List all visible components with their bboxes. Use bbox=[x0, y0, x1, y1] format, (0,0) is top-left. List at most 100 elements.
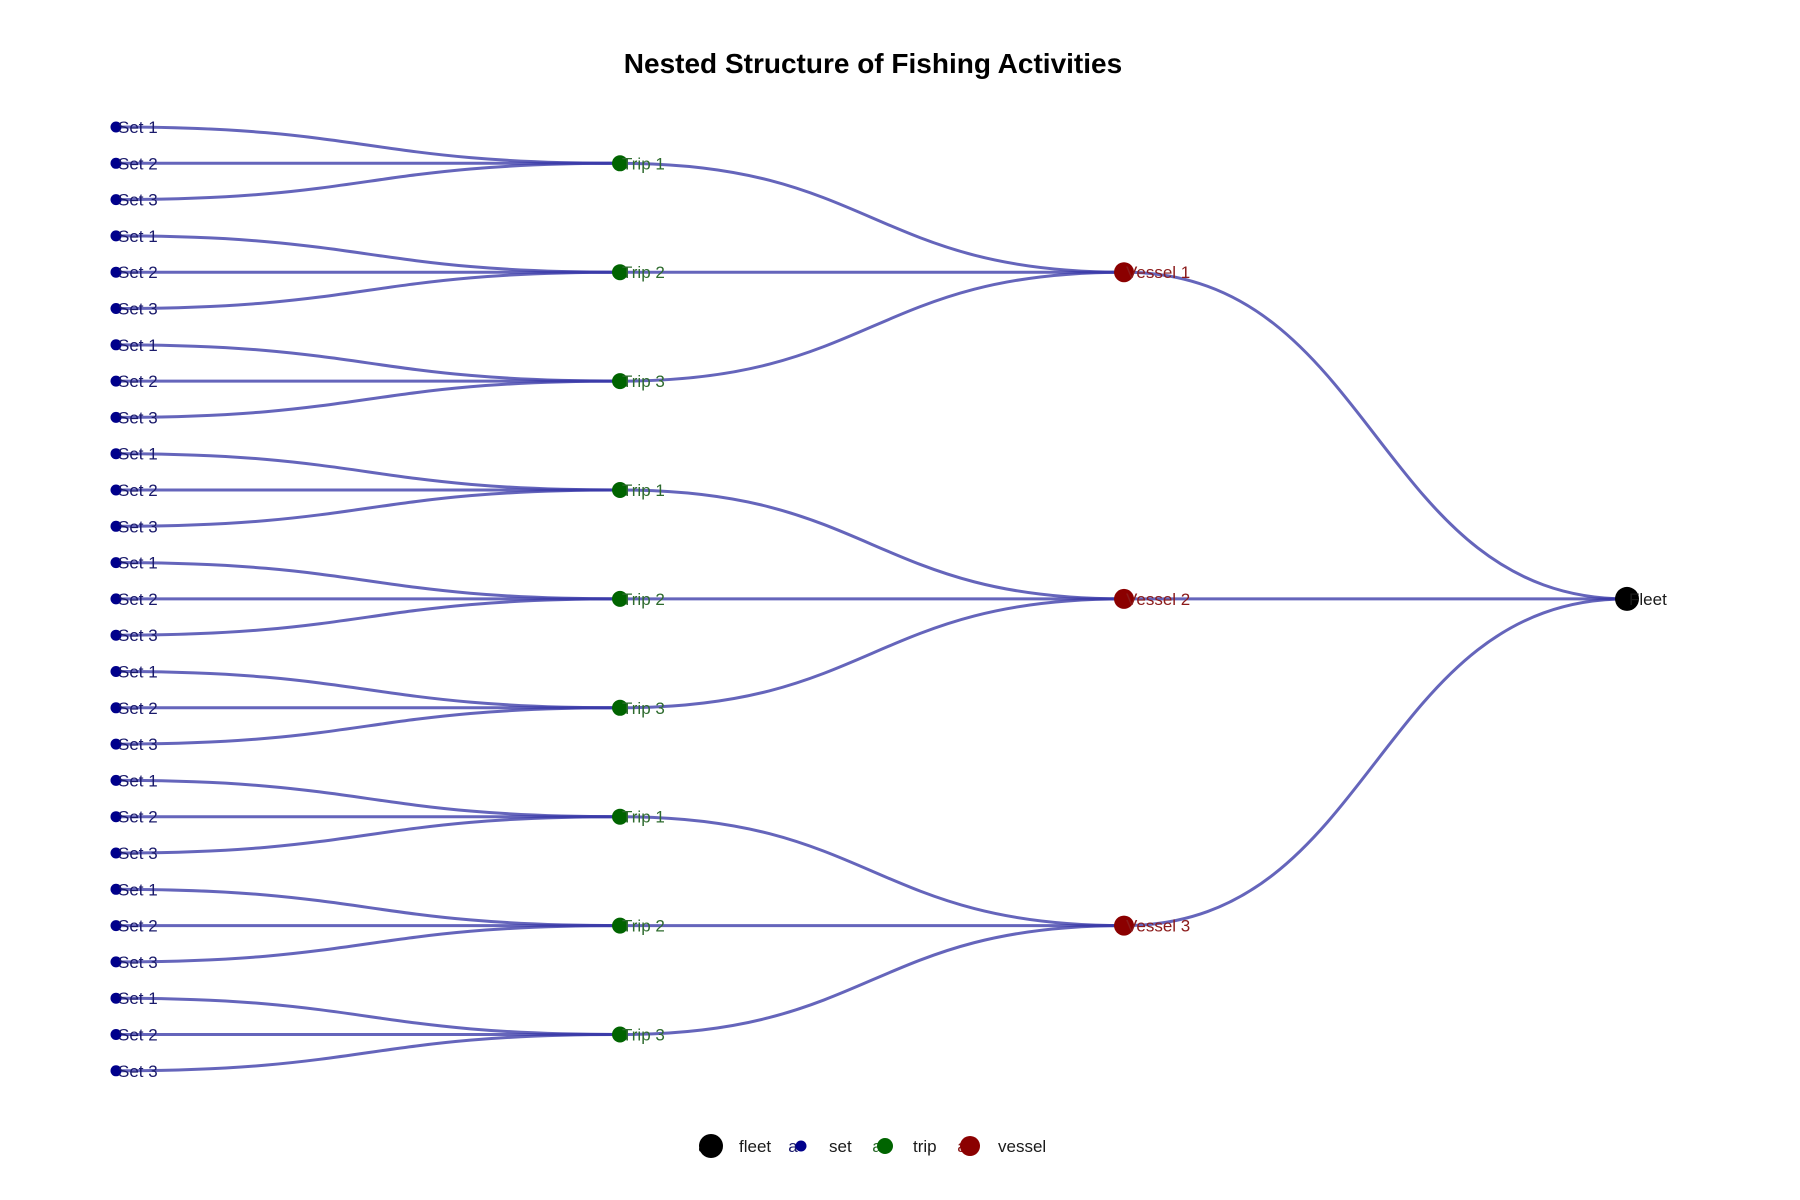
set-marker bbox=[110, 666, 122, 677]
edge-vessel-to-trip bbox=[619, 924, 1125, 1036]
set-marker bbox=[110, 956, 122, 968]
set-label: Set 2 bbox=[118, 808, 158, 827]
set-node: Set 2 bbox=[110, 1026, 158, 1045]
edge-fleet-to-vessel bbox=[1123, 597, 1628, 928]
legend-item-fleet: afleet bbox=[698, 1134, 771, 1158]
vessel-marker bbox=[1114, 915, 1134, 936]
edge-trip-to-set bbox=[115, 706, 621, 746]
set-label: Set 1 bbox=[118, 771, 158, 790]
trip-marker bbox=[612, 808, 628, 825]
legend-item-set: a set bbox=[788, 1137, 852, 1156]
set-node: Set 3 bbox=[110, 844, 158, 863]
set-label: Set 3 bbox=[118, 626, 158, 645]
vessel-marker bbox=[1114, 262, 1134, 283]
set-node: Set 3 bbox=[110, 1062, 158, 1081]
set-label: Set 1 bbox=[118, 118, 158, 137]
legend-item-trip: a trip bbox=[872, 1137, 936, 1156]
set-marker bbox=[110, 1065, 122, 1077]
edge-trip-to-set bbox=[115, 670, 621, 710]
set-label: Set 1 bbox=[118, 989, 158, 1008]
legend-label: fleet bbox=[739, 1137, 771, 1156]
nodes-layer: Set 1 Set 2 Set 3 Trip 1 Set 1 Set 2 Set 3 Trip… bbox=[110, 118, 1667, 1081]
set-node: Set 3 bbox=[110, 517, 158, 536]
edge-vessel-to-trip bbox=[619, 270, 1125, 383]
set-marker bbox=[110, 230, 122, 242]
trip-marker bbox=[612, 155, 628, 172]
legend-key-glyph: a bbox=[788, 1137, 798, 1156]
legend-label: trip bbox=[913, 1137, 937, 1156]
edge-trip-to-set bbox=[115, 1033, 621, 1073]
trip-node: Trip 3 bbox=[612, 699, 665, 718]
trip-label: Trip 2 bbox=[622, 590, 665, 609]
trip-label: Trip 1 bbox=[622, 808, 665, 827]
legend-marker-vessel bbox=[960, 1136, 980, 1156]
set-node: Set 3 bbox=[110, 408, 158, 427]
set-node: Set 2 bbox=[110, 481, 158, 500]
trip-marker bbox=[612, 264, 628, 281]
edge-trip-to-set bbox=[115, 996, 621, 1036]
set-node: Set 1 bbox=[110, 336, 158, 355]
trip-node: Trip 1 bbox=[612, 808, 665, 827]
set-node: Set 3 bbox=[110, 191, 158, 210]
legend-item-vessel: avessel bbox=[957, 1136, 1046, 1156]
set-label: Set 3 bbox=[118, 844, 158, 863]
trip-node: Trip 3 bbox=[612, 1026, 665, 1045]
set-node: Set 2 bbox=[110, 590, 158, 609]
chart-title: Nested Structure of Fishing Activities bbox=[624, 48, 1122, 79]
set-marker bbox=[110, 992, 122, 1004]
legend-marker-fleet bbox=[699, 1134, 723, 1158]
set-node: Set 3 bbox=[110, 626, 158, 645]
set-marker bbox=[110, 738, 122, 750]
set-node: Set 2 bbox=[110, 263, 158, 282]
set-label: Set 3 bbox=[118, 408, 158, 427]
set-marker bbox=[110, 448, 122, 460]
fleet-label: Fleet bbox=[1629, 590, 1667, 609]
set-label: Set 2 bbox=[118, 917, 158, 936]
set-label: Set 1 bbox=[118, 445, 158, 464]
set-label: Set 1 bbox=[118, 663, 158, 682]
set-marker bbox=[110, 266, 122, 278]
set-label: Set 3 bbox=[118, 953, 158, 972]
set-marker bbox=[110, 484, 122, 496]
edge-trip-to-set bbox=[115, 778, 621, 819]
set-marker bbox=[110, 883, 122, 895]
edge-trip-to-set bbox=[115, 452, 621, 492]
set-label: Set 2 bbox=[118, 590, 158, 609]
edge-trip-to-set bbox=[115, 234, 621, 274]
set-node: Set 2 bbox=[110, 808, 158, 827]
edge-trip-to-set bbox=[115, 561, 621, 601]
edge-trip-to-set bbox=[115, 887, 621, 928]
set-marker bbox=[110, 194, 122, 206]
edge-trip-to-set bbox=[115, 379, 621, 419]
edge-trip-to-set bbox=[115, 343, 621, 383]
trip-node: Trip 1 bbox=[612, 154, 665, 173]
set-label: Set 3 bbox=[118, 735, 158, 754]
set-marker bbox=[110, 593, 122, 605]
set-node: Set 2 bbox=[110, 917, 158, 936]
edge-trip-to-set bbox=[115, 815, 621, 855]
set-marker bbox=[110, 1029, 122, 1040]
set-label: Set 2 bbox=[118, 481, 158, 500]
trip-label: Trip 1 bbox=[622, 481, 665, 500]
legend-marker-set bbox=[795, 1140, 807, 1152]
edge-fleet-to-vessel bbox=[1123, 270, 1628, 601]
fleet-marker bbox=[1615, 586, 1639, 611]
trip-node: Trip 2 bbox=[612, 263, 665, 282]
set-label: Set 2 bbox=[118, 372, 158, 391]
edge-trip-to-set bbox=[115, 924, 621, 964]
vessel-node: Vessel 3 bbox=[1114, 915, 1190, 936]
trip-label: Trip 3 bbox=[622, 372, 665, 391]
set-label: Set 2 bbox=[118, 263, 158, 282]
set-label: Set 1 bbox=[118, 227, 158, 246]
edge-trip-to-set bbox=[115, 597, 621, 637]
set-marker bbox=[110, 557, 122, 569]
set-label: Set 2 bbox=[118, 1026, 158, 1045]
trip-label: Trip 2 bbox=[622, 917, 665, 936]
set-marker bbox=[110, 375, 122, 387]
set-marker bbox=[110, 157, 122, 169]
trip-label: Trip 1 bbox=[622, 154, 665, 173]
edge-vessel-to-trip bbox=[619, 815, 1125, 928]
set-node: Set 1 bbox=[110, 989, 158, 1008]
set-marker bbox=[110, 920, 122, 932]
